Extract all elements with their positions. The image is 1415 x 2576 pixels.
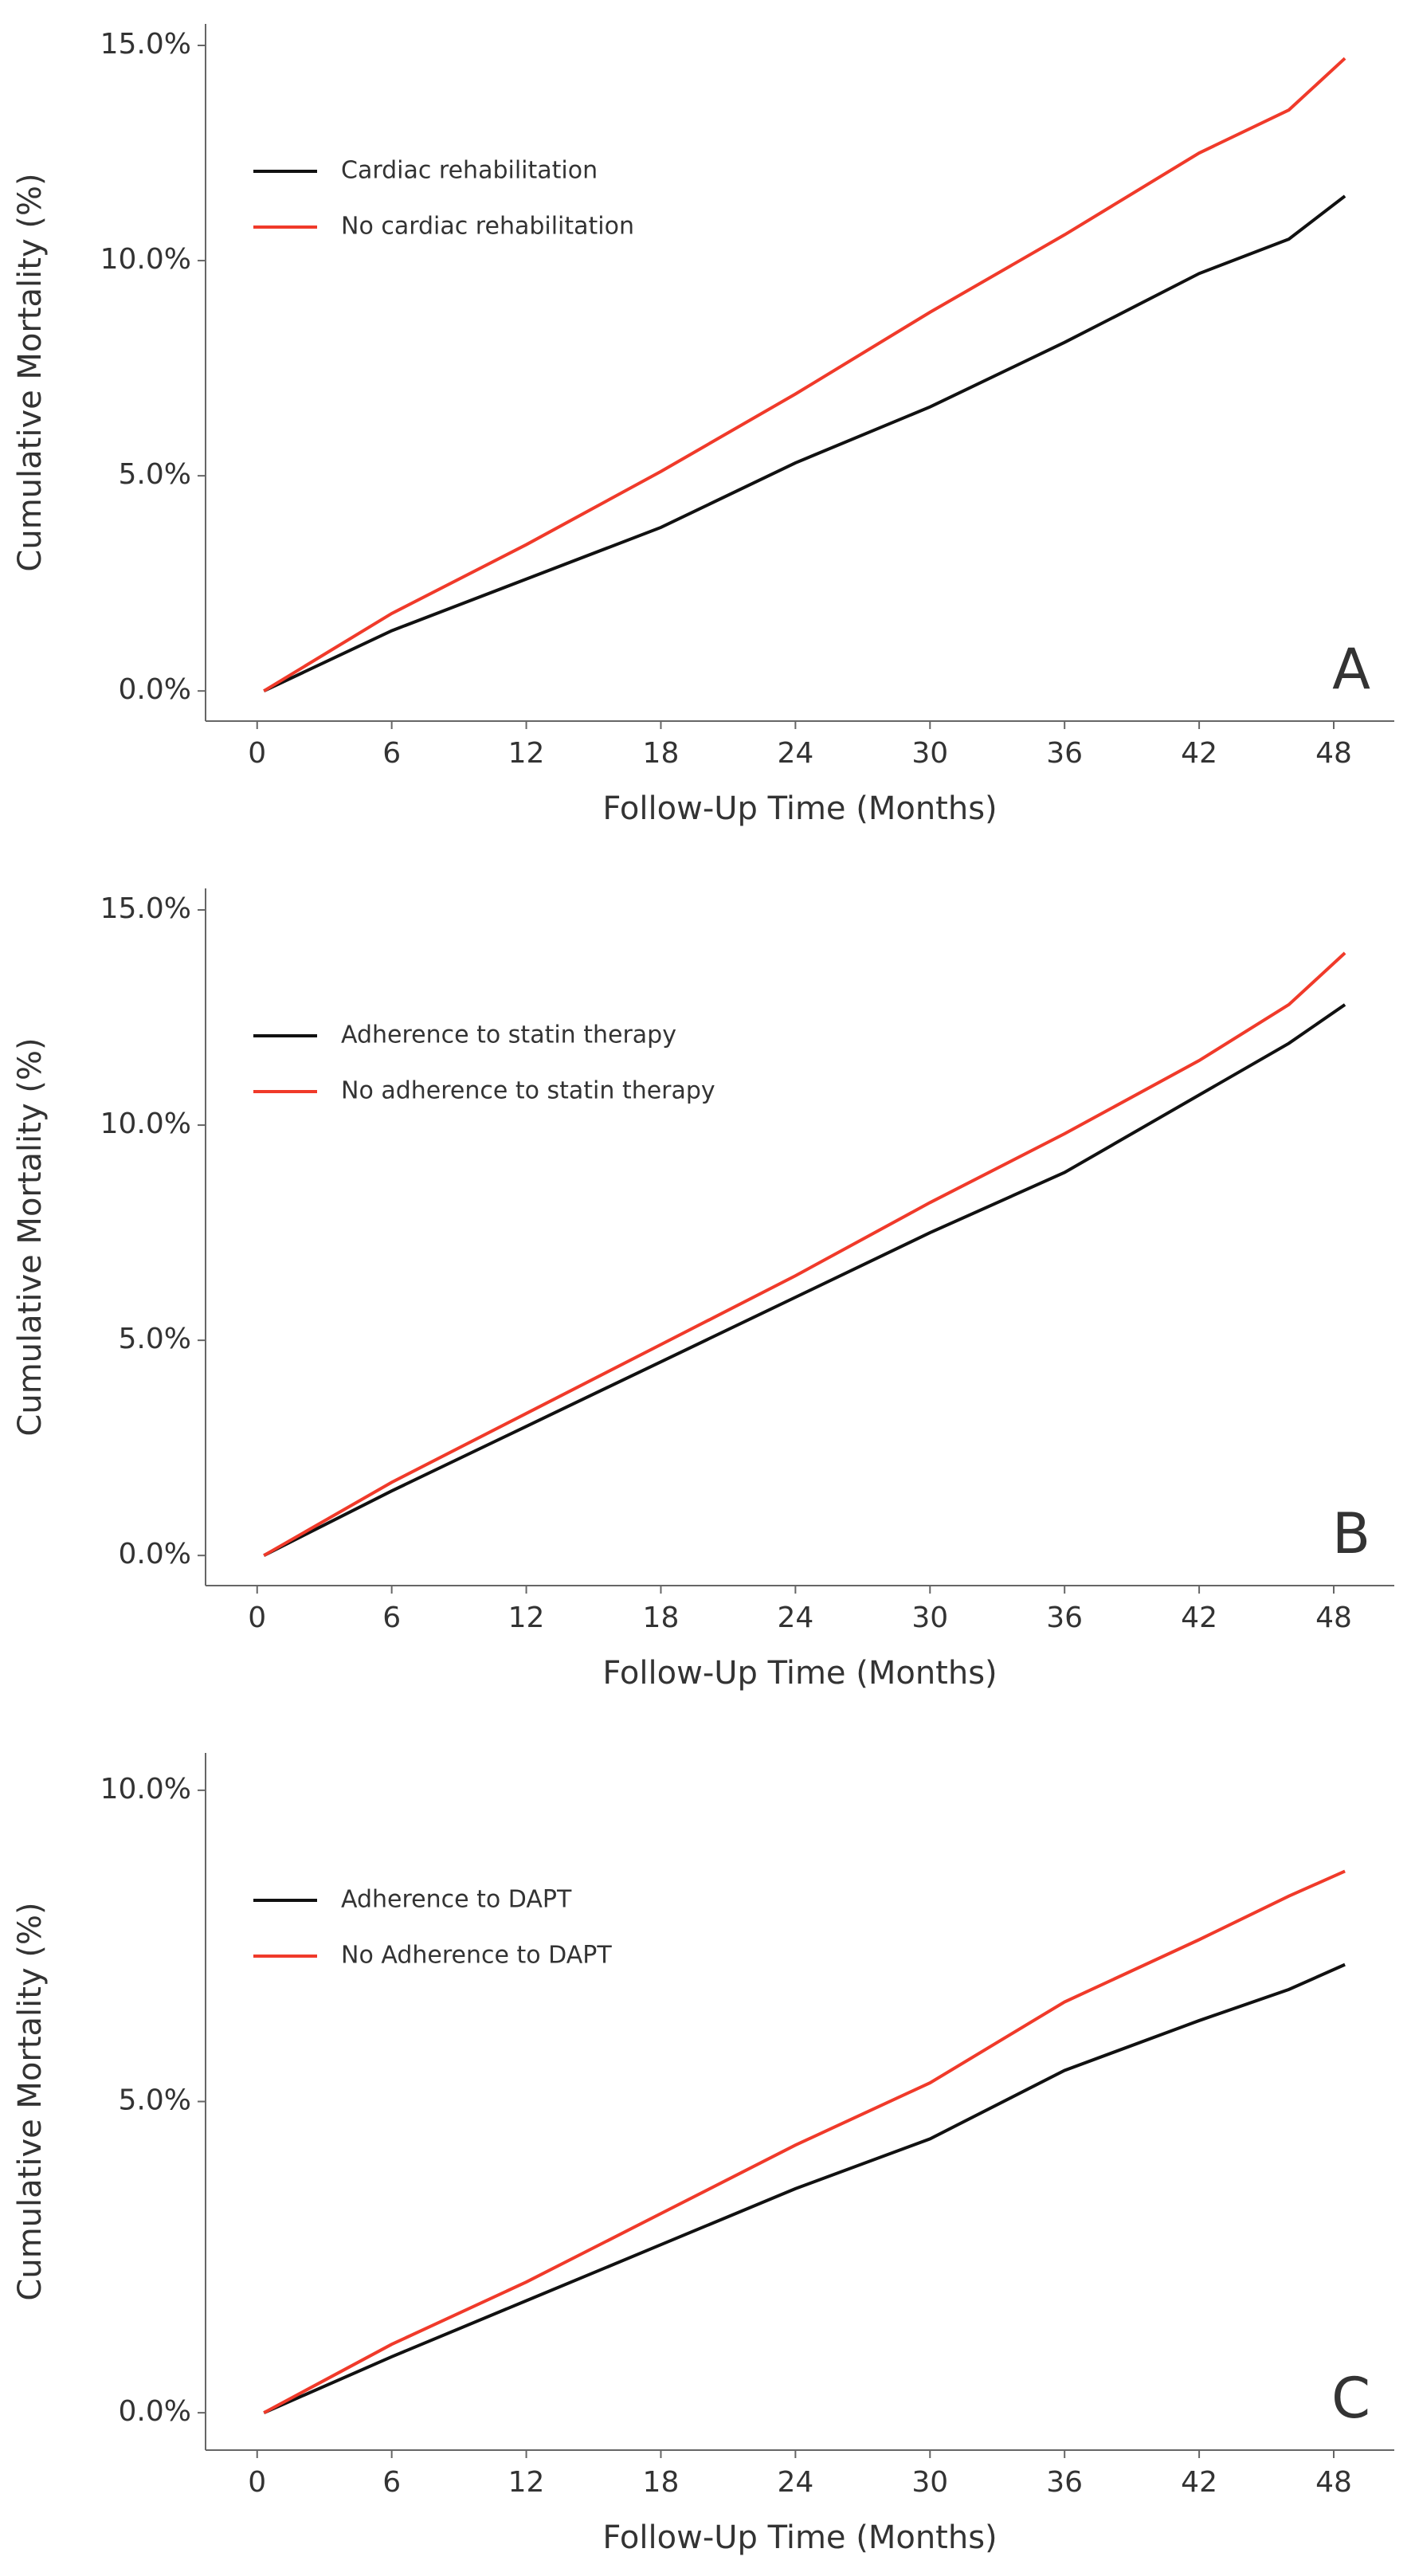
x-axis-label: Follow-Up Time (Months)	[602, 790, 997, 827]
panel-label: B	[1332, 1501, 1370, 1566]
legend-label: No cardiac rehabilitation	[341, 213, 634, 241]
y-tick-label: 5.0%	[119, 458, 191, 491]
line-series	[263, 57, 1346, 692]
x-tick-label: 36	[1046, 2466, 1083, 2499]
x-tick-label: 0	[248, 2466, 266, 2499]
y-tick-label: 0.0%	[119, 673, 191, 706]
x-tick-label: 30	[911, 2466, 948, 2499]
x-tick-label: 30	[911, 1602, 948, 1634]
y-tick-label: 10.0%	[100, 243, 191, 276]
y-tick-label: 5.0%	[119, 1323, 191, 1355]
x-tick-label: 6	[382, 1602, 401, 1634]
legend-label: Adherence to statin therapy	[341, 1021, 676, 1049]
y-tick-label: 0.0%	[119, 2395, 191, 2428]
panel-label: C	[1331, 2366, 1370, 2431]
line-series	[263, 1869, 1346, 2414]
x-tick-label: 0	[248, 737, 266, 770]
x-tick-label: 18	[643, 1602, 680, 1634]
x-tick-label: 18	[643, 737, 680, 770]
x-tick-label: 18	[643, 2466, 680, 2499]
line-series	[263, 194, 1346, 693]
legend-label: No Adherence to DAPT	[341, 1942, 612, 1970]
y-axis-label: Cumulative Mortality (%)	[12, 1902, 49, 2300]
y-tick-label: 15.0%	[100, 28, 191, 61]
x-tick-label: 6	[382, 2466, 401, 2499]
y-tick-label: 0.0%	[119, 1538, 191, 1570]
x-tick-label: 24	[777, 1602, 813, 1634]
y-tick-label: 10.0%	[100, 1773, 191, 1806]
x-tick-label: 0	[248, 1602, 266, 1634]
x-tick-label: 42	[1181, 737, 1217, 770]
x-tick-label: 30	[911, 737, 948, 770]
x-tick-label: 12	[508, 2466, 545, 2499]
x-tick-label: 6	[382, 737, 401, 770]
x-tick-label: 48	[1315, 737, 1352, 770]
legend-label: Adherence to DAPT	[341, 1886, 572, 1914]
x-tick-label: 12	[508, 1602, 545, 1634]
y-tick-label: 15.0%	[100, 892, 191, 925]
x-tick-label: 24	[777, 737, 813, 770]
line-series	[263, 1962, 1346, 2414]
x-axis-label: Follow-Up Time (Months)	[602, 2519, 997, 2556]
panel-label: A	[1332, 637, 1370, 702]
x-tick-label: 24	[777, 2466, 813, 2499]
x-tick-label: 36	[1046, 737, 1083, 770]
y-tick-label: 5.0%	[119, 2084, 191, 2117]
x-axis-label: Follow-Up Time (Months)	[602, 1655, 997, 1692]
line-series	[263, 1003, 1346, 1557]
x-tick-label: 42	[1181, 1602, 1217, 1634]
x-tick-label: 42	[1181, 2466, 1217, 2499]
legend-label: Cardiac rehabilitation	[341, 157, 598, 185]
y-axis-label: Cumulative Mortality (%)	[12, 1037, 49, 1436]
y-tick-label: 10.0%	[100, 1108, 191, 1140]
x-tick-label: 12	[508, 737, 545, 770]
y-axis-label: Cumulative Mortality (%)	[12, 173, 49, 571]
line-series	[263, 951, 1346, 1557]
x-tick-label: 48	[1315, 1602, 1352, 1634]
legend-label: No adherence to statin therapy	[341, 1077, 715, 1105]
x-tick-label: 36	[1046, 1602, 1083, 1634]
x-tick-label: 48	[1315, 2466, 1352, 2499]
